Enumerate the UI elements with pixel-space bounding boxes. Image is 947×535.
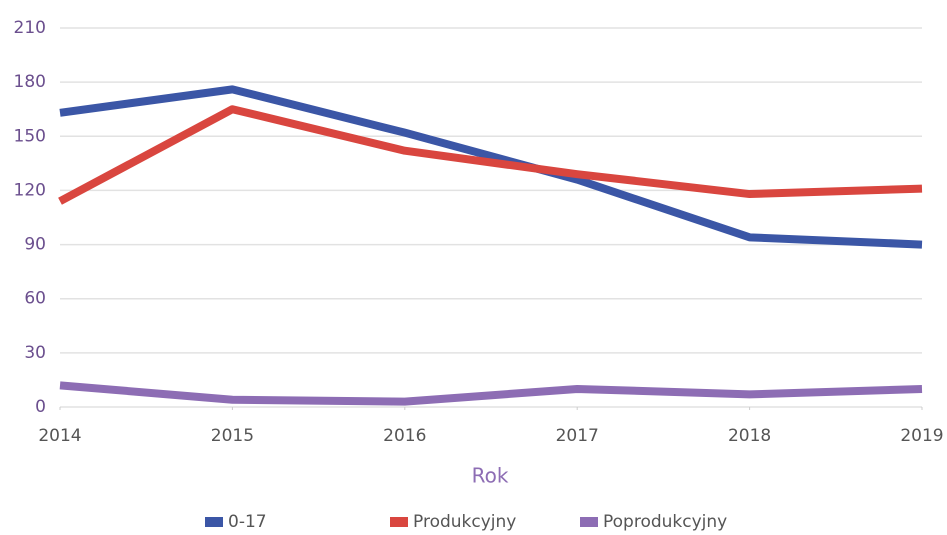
y-tick-label: 30 — [24, 343, 46, 363]
series-line — [58, 105, 923, 205]
y-tick-label: 120 — [14, 180, 46, 200]
x-tick-label: 2017 — [556, 426, 599, 446]
y-tick-label: 90 — [24, 235, 46, 255]
legend-swatch — [580, 517, 598, 527]
y-tick-label: 0 — [35, 397, 46, 417]
legend-swatch — [205, 517, 223, 527]
y-tick-label: 150 — [14, 126, 46, 146]
legend-label: Produkcyjny — [413, 512, 516, 532]
y-tick-label: 210 — [14, 18, 46, 38]
legend-swatch — [390, 517, 408, 527]
x-tick-label: 2015 — [211, 426, 254, 446]
legend-label: 0-17 — [228, 512, 267, 532]
x-axis-label: Rok — [472, 464, 509, 488]
x-tick-label: 2018 — [728, 426, 771, 446]
x-tick-label: 2019 — [900, 426, 943, 446]
x-tick-label: 2014 — [38, 426, 81, 446]
series-line — [59, 381, 923, 406]
x-tick-label: 2016 — [383, 426, 426, 446]
y-tick-label: 180 — [14, 72, 46, 92]
y-tick-label: 60 — [24, 289, 46, 309]
series-line — [59, 85, 923, 249]
legend-label: Poprodukcyjny — [603, 512, 727, 532]
